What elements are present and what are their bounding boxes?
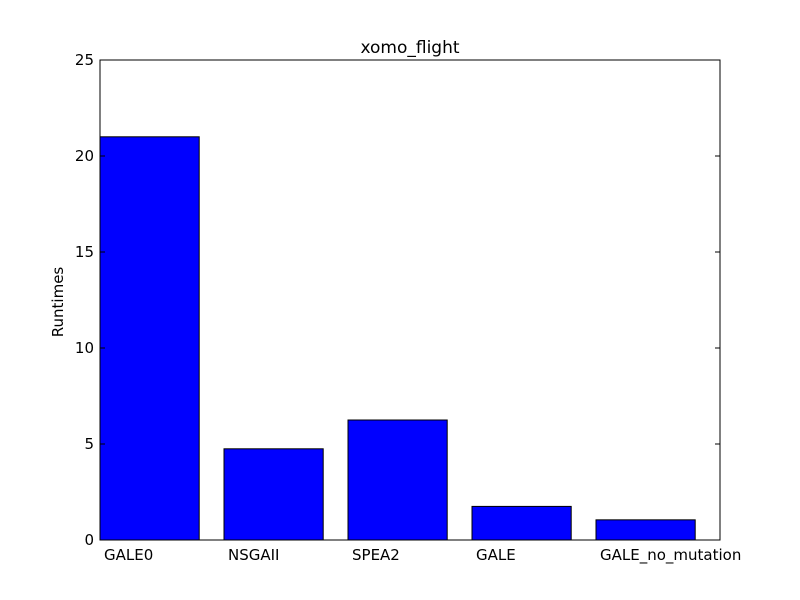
- bar-nsgaii: [223, 448, 324, 541]
- bar-spea2: [347, 419, 448, 541]
- bar-gale-no-mutation: [595, 519, 696, 541]
- y-tick-label: 10: [75, 339, 94, 357]
- y-axis-label: Runtimes: [49, 267, 67, 338]
- x-tick-label: SPEA2: [352, 546, 400, 564]
- y-tick-label: 15: [75, 243, 94, 261]
- x-tick-label: GALE: [476, 546, 516, 564]
- x-tick-label: GALE0: [104, 546, 153, 564]
- y-tick-label: 0: [84, 531, 94, 549]
- x-tick-label: GALE_no_mutation: [600, 546, 741, 565]
- y-tick-label: 25: [75, 51, 94, 69]
- x-tick-label: NSGAII: [228, 546, 279, 564]
- bar-gale0: [99, 136, 200, 541]
- tick-labels-group: GALE0 NSGAII SPEA2 GALE GALE_no_mutation 0 5 10…: [75, 51, 741, 565]
- chart-title: xomo_flight: [360, 38, 459, 58]
- bar-gale: [471, 505, 572, 541]
- y-tick-label: 5: [84, 435, 94, 453]
- plot-frame: [99, 59, 721, 541]
- bars-group: [99, 136, 696, 541]
- y-tick-label: 20: [75, 147, 94, 165]
